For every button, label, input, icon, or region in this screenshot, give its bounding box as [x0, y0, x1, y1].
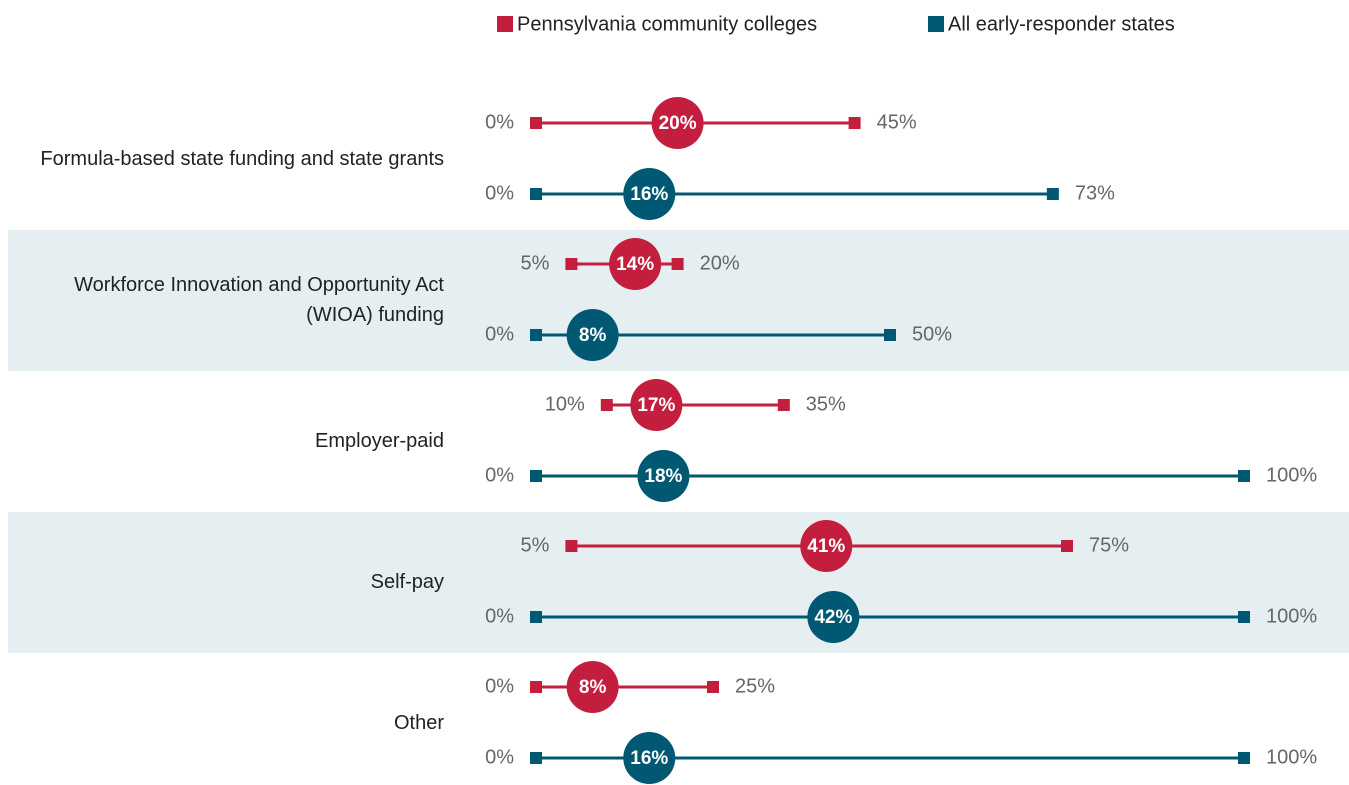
avg-marker: [623, 732, 676, 784]
max-marker: [707, 681, 719, 693]
category-label: Employer-paid: [315, 430, 444, 452]
min-marker: [530, 117, 542, 129]
min-label: 10%: [545, 393, 585, 415]
max-label: 45%: [877, 111, 917, 133]
min-label: 0%: [485, 746, 514, 768]
avg-label: 18%: [644, 466, 682, 487]
max-label: 73%: [1075, 182, 1115, 204]
avg-label: 17%: [637, 395, 675, 416]
max-label: 75%: [1089, 534, 1129, 556]
avg-marker: [800, 520, 853, 572]
min-marker: [530, 681, 542, 693]
avg-marker: [807, 591, 860, 643]
row-band: [8, 230, 1349, 371]
min-label: 0%: [485, 182, 514, 204]
max-label: 25%: [735, 675, 775, 697]
min-label: 0%: [485, 323, 514, 345]
avg-label: 16%: [630, 748, 668, 769]
max-marker: [1238, 611, 1250, 623]
min-marker: [530, 752, 542, 764]
avg-marker: [566, 309, 619, 361]
max-marker: [1061, 540, 1073, 552]
max-label: 100%: [1266, 605, 1317, 627]
max-label: 35%: [806, 393, 846, 415]
max-marker: [1238, 470, 1250, 482]
max-marker: [884, 329, 896, 341]
legend-label: Pennsylvania community colleges: [517, 13, 817, 35]
avg-marker: [637, 450, 690, 502]
min-label: 5%: [520, 534, 549, 556]
category-label: Other: [393, 712, 444, 734]
max-label: 100%: [1266, 746, 1317, 768]
max-marker: [1238, 752, 1250, 764]
min-label: 0%: [485, 605, 514, 627]
avg-label: 42%: [814, 607, 852, 628]
category-label: Formula-based state funding and state gr…: [40, 148, 444, 170]
max-label: 20%: [700, 252, 740, 274]
max-marker: [848, 117, 861, 129]
max-marker: [1046, 188, 1059, 200]
row-band: [8, 512, 1349, 653]
max-label: 100%: [1266, 464, 1317, 486]
min-marker: [530, 188, 542, 200]
legend-swatch: [928, 16, 944, 32]
min-label: 0%: [485, 675, 514, 697]
min-marker: [530, 470, 542, 482]
avg-marker: [630, 379, 683, 431]
min-marker: [565, 258, 578, 270]
avg-marker: [609, 238, 662, 290]
min-marker: [565, 540, 578, 552]
avg-label: 41%: [807, 536, 845, 557]
avg-label: 14%: [616, 254, 654, 275]
avg-marker: [566, 661, 619, 713]
avg-label: 8%: [579, 677, 607, 698]
min-label: 0%: [485, 464, 514, 486]
min-marker: [530, 329, 542, 341]
avg-label: 8%: [579, 325, 607, 346]
min-marker: [600, 399, 613, 411]
avg-label: 20%: [659, 113, 697, 134]
avg-marker: [623, 168, 676, 220]
min-label: 5%: [520, 252, 549, 274]
avg-label: 16%: [630, 184, 668, 205]
max-marker: [671, 258, 684, 270]
min-marker: [530, 611, 542, 623]
category-label: Workforce Innovation and Opportunity Act…: [74, 274, 444, 326]
min-label: 0%: [485, 111, 514, 133]
legend-swatch: [497, 16, 513, 32]
avg-marker: [651, 97, 704, 149]
max-label: 50%: [912, 323, 952, 345]
category-label: Self-pay: [370, 571, 444, 593]
max-marker: [777, 399, 790, 411]
legend-label: All early-responder states: [948, 13, 1175, 35]
